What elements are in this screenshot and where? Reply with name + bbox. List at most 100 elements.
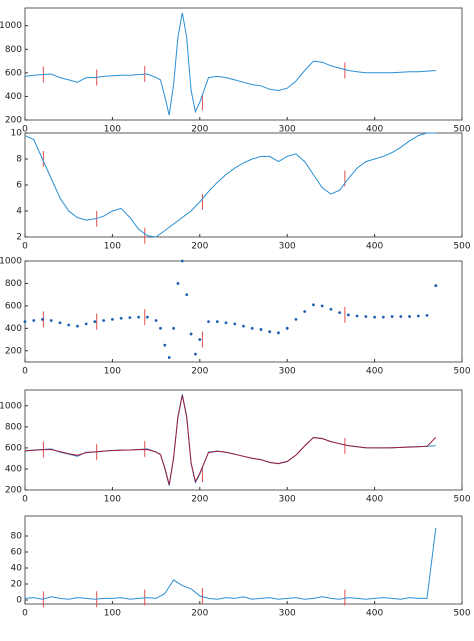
x-tick-label: 400 xyxy=(366,367,383,377)
y-tick-label: 80 xyxy=(11,532,23,542)
point xyxy=(84,322,88,326)
point xyxy=(93,320,97,323)
point xyxy=(58,321,62,325)
x-tick-label: 300 xyxy=(279,242,296,252)
point xyxy=(41,317,44,321)
x-tick-label: 300 xyxy=(279,367,296,377)
y-tick-label: 0 xyxy=(16,596,22,606)
point xyxy=(364,315,368,318)
y-tick-label: 4 xyxy=(16,207,22,217)
x-tick-label: 0 xyxy=(22,367,28,377)
point xyxy=(329,307,333,311)
point xyxy=(145,315,149,319)
y-tick-label: 20 xyxy=(11,580,23,590)
point xyxy=(312,303,315,307)
point xyxy=(102,319,106,322)
point xyxy=(215,320,219,323)
point xyxy=(119,316,123,320)
y-tick-label: 2 xyxy=(16,233,22,243)
point xyxy=(381,315,385,319)
point xyxy=(285,326,289,330)
x-tick-label: 100 xyxy=(104,495,121,505)
point xyxy=(194,352,197,356)
point xyxy=(277,331,280,335)
point xyxy=(259,328,263,331)
point xyxy=(224,321,228,325)
point xyxy=(399,315,403,318)
y-tick-label: 200 xyxy=(5,346,22,356)
x-tick-label: 300 xyxy=(279,495,296,505)
x-tick-label: 0 xyxy=(22,125,28,135)
point xyxy=(416,314,420,318)
x-tick-label: 300 xyxy=(279,125,296,135)
point xyxy=(233,322,237,326)
x-tick-label: 0 xyxy=(22,609,28,619)
point xyxy=(390,315,394,318)
y-tick-label: 600 xyxy=(5,68,22,78)
y-tick-label: 400 xyxy=(5,464,22,474)
y-tick-label: 400 xyxy=(5,92,22,102)
point xyxy=(250,326,254,330)
x-tick-label: 200 xyxy=(191,609,208,619)
point xyxy=(434,284,438,288)
point xyxy=(346,313,350,317)
point xyxy=(163,343,167,347)
point xyxy=(32,319,36,322)
y-tick-label: 60 xyxy=(11,548,23,558)
point xyxy=(373,315,376,319)
x-tick-label: 500 xyxy=(453,367,470,377)
point xyxy=(137,315,141,319)
y-tick-label: 200 xyxy=(5,486,22,496)
series-line xyxy=(24,12,436,116)
series-line xyxy=(24,132,436,238)
point xyxy=(320,304,324,308)
point xyxy=(294,317,298,321)
plot-frame xyxy=(24,389,463,491)
point xyxy=(207,320,210,323)
point xyxy=(189,332,193,336)
point xyxy=(176,282,180,285)
point xyxy=(128,316,132,320)
point xyxy=(111,317,114,321)
y-tick-label: 600 xyxy=(5,443,22,453)
y-tick-label: 400 xyxy=(5,324,22,334)
series-line xyxy=(24,395,437,485)
y-tick-label: 800 xyxy=(5,279,22,289)
x-tick-label: 100 xyxy=(104,367,121,377)
point xyxy=(159,326,162,330)
point xyxy=(154,319,158,322)
point xyxy=(185,293,189,297)
point xyxy=(303,310,307,313)
x-tick-label: 0 xyxy=(22,242,28,252)
x-tick-label: 300 xyxy=(279,609,296,619)
x-tick-label: 200 xyxy=(191,242,208,252)
x-tick-label: 500 xyxy=(453,495,470,505)
point xyxy=(198,338,202,341)
y-tick-label: 10 xyxy=(11,129,23,139)
x-tick-label: 200 xyxy=(191,495,208,505)
x-tick-label: 400 xyxy=(366,242,383,252)
y-tick-label: 8 xyxy=(16,155,22,165)
point xyxy=(167,356,171,359)
series-line xyxy=(24,394,436,486)
x-tick-label: 100 xyxy=(104,242,121,252)
point xyxy=(67,323,71,327)
y-tick-label: 800 xyxy=(5,45,22,55)
y-tick-label: 800 xyxy=(5,422,22,432)
y-tick-label: 40 xyxy=(11,564,23,574)
x-tick-label: 400 xyxy=(366,609,383,619)
x-tick-label: 400 xyxy=(366,495,383,505)
point xyxy=(425,314,429,317)
point xyxy=(355,314,359,318)
point xyxy=(76,324,79,328)
plot-frame xyxy=(24,515,463,605)
plot-frame xyxy=(24,132,463,238)
series-line xyxy=(24,527,437,600)
point xyxy=(242,324,245,328)
x-tick-label: 500 xyxy=(453,242,470,252)
y-tick-label: 1000 xyxy=(0,257,22,267)
point xyxy=(338,311,342,315)
point xyxy=(268,330,272,334)
y-tick-label: 600 xyxy=(5,301,22,311)
